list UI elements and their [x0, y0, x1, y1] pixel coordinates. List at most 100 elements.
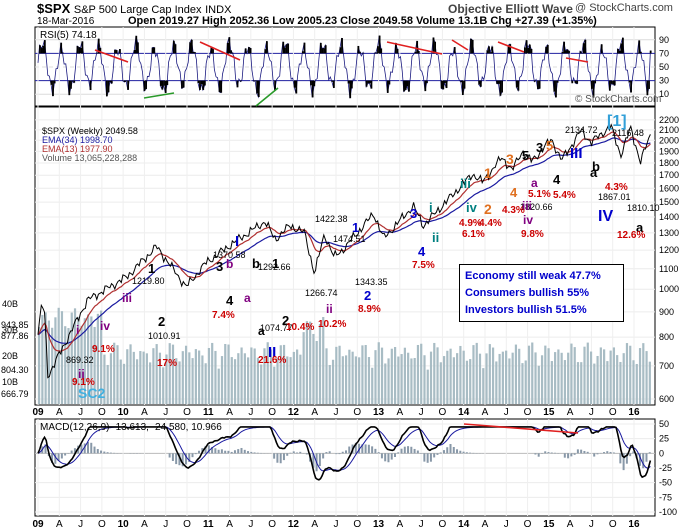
x-axis-label: 15: [543, 407, 555, 418]
rsi-oversold-fill: [537, 80, 539, 90]
x-axis-label: 09: [32, 519, 44, 530]
x-axis-label: O: [183, 407, 191, 418]
volume-bar: [171, 344, 175, 404]
rsi-overbought-fill: [509, 44, 512, 54]
rsi-overbought-fill: [212, 49, 214, 54]
x-axis-label: A: [226, 519, 233, 530]
title-right: Objective Elliott Wave: [448, 2, 573, 16]
rsi-overbought-fill: [287, 43, 290, 54]
volume-bar: [469, 359, 472, 404]
credit: @ StockCharts.com: [575, 2, 673, 14]
volume-bar: [286, 356, 289, 404]
volume-bar: [256, 357, 260, 404]
rsi-oversold-fill: [538, 80, 541, 89]
volume-bar: [204, 363, 207, 404]
rsi-overbought-fill: [600, 44, 603, 54]
x-axis-label: 10: [118, 519, 130, 530]
rsi-trendline: [199, 41, 241, 61]
pct-label: 10.4%: [286, 322, 314, 333]
volume-bar: [253, 348, 256, 404]
x-axis-label: A: [397, 407, 404, 418]
volume-bar: [224, 343, 227, 404]
macd-histogram-bar: [100, 450, 103, 454]
volume-tick-label: 40B: [2, 299, 18, 309]
macd-line: [37, 426, 652, 481]
macd-histogram-bar: [367, 444, 370, 454]
wave-label: b: [252, 256, 260, 271]
volume-bar: [103, 354, 106, 404]
volume-bar: [289, 357, 292, 404]
rsi-oversold-fill: [501, 80, 503, 93]
volume-bar: [491, 347, 495, 404]
volume-bar: [472, 345, 475, 404]
price-label: 1074.77: [260, 323, 293, 333]
macd-histogram-bar: [217, 449, 220, 454]
rsi-oversold-fill: [73, 80, 76, 83]
rsi-oversold-fill: [608, 80, 611, 91]
rsi-overbought-fill: [60, 42, 63, 54]
rsi-overbought-fill: [119, 49, 121, 54]
macd-histogram-bar: [407, 446, 410, 454]
volume-bar: [485, 353, 488, 404]
volume-bar: [106, 364, 109, 404]
x-axis-label: J: [589, 519, 594, 530]
wave-label: 4: [510, 185, 518, 200]
x-axis-label: O: [268, 519, 276, 530]
rsi-oversold-fill: [444, 80, 446, 84]
rsi-oversold-fill: [367, 80, 370, 84]
wave-label: [1]: [607, 113, 627, 130]
rsi-overbought-fill: [39, 45, 41, 54]
x-axis-label: O: [98, 407, 106, 418]
rsi-oversold-fill: [71, 80, 74, 82]
volume-bar: [625, 343, 629, 404]
volume-bar: [335, 346, 338, 404]
wave-label: iii: [460, 176, 471, 191]
volume-bar: [296, 349, 299, 404]
rsi-overbought-fill: [491, 46, 494, 54]
volume-bar: [318, 323, 322, 404]
volume-bar: [518, 348, 521, 404]
rsi-overbought-fill: [638, 40, 641, 54]
rsi-oversold-fill: [203, 80, 206, 86]
macd-tick-label: 0: [659, 448, 664, 458]
macd-histogram-bar: [106, 452, 109, 454]
rsi-oversold-fill: [163, 80, 165, 86]
volume-bar: [580, 362, 583, 404]
macd-histogram-bar: [469, 452, 472, 454]
volume-bar: [96, 313, 99, 404]
volume-bar: [198, 350, 201, 404]
wave-label: 2: [364, 288, 371, 303]
macd-histogram-bar: [93, 446, 96, 454]
volume-bar: [220, 356, 224, 404]
pct-label: 8.9%: [358, 304, 381, 315]
x-axis-label: J: [163, 519, 168, 530]
rsi-overbought-fill: [561, 52, 564, 54]
ohlc-summary: Open 2019.27 High 2052.36 Low 2005.23 Cl…: [128, 15, 597, 27]
macd-histogram-bar: [583, 450, 586, 454]
volume-bar: [263, 348, 266, 404]
price-label: 943.85: [1, 320, 29, 330]
rsi-oversold-fill: [497, 80, 500, 84]
x-axis-label: J: [419, 407, 424, 418]
rsi-oversold-fill: [50, 80, 53, 85]
rsi-overbought-fill: [417, 51, 420, 54]
x-axis-label: 11: [203, 519, 214, 530]
macd-histogram-bar: [465, 452, 468, 454]
macd-histogram-bar: [318, 453, 321, 467]
rsi-oversold-fill: [181, 80, 183, 89]
x-axis-label: J: [504, 519, 509, 530]
macd-histogram-bar: [247, 451, 250, 454]
x-axis-label: 13: [373, 407, 385, 418]
x-axis-label: 16: [628, 407, 640, 418]
rsi-oversold-fill: [350, 80, 353, 89]
macd-histogram-bar: [51, 453, 54, 463]
rsi-trendline: [497, 41, 525, 53]
macd-histogram-bar: [442, 450, 445, 454]
volume-bar: [547, 348, 550, 404]
x-axis-label: O: [439, 519, 447, 530]
rsi-trendline: [94, 49, 129, 63]
volume-bar: [619, 361, 622, 404]
x-axis-label: 12: [288, 519, 300, 530]
volume-bar: [325, 348, 328, 404]
x-axis-label: 14: [458, 519, 470, 530]
